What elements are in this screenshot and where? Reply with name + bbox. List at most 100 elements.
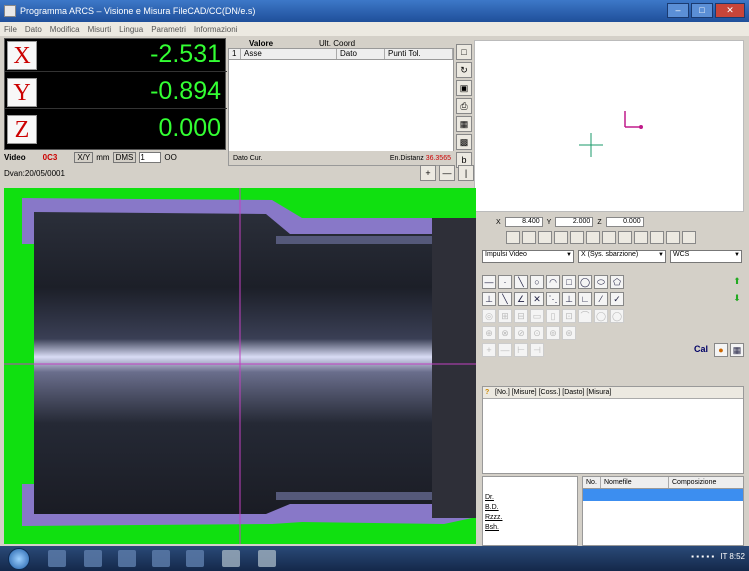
selected-row[interactable] (583, 489, 743, 501)
menu-modifica[interactable]: Modifica (49, 24, 80, 34)
xy-toggle[interactable]: X/Y (74, 151, 94, 163)
values-footer: Dato Cur. En.Distanz 36.3565 (229, 151, 455, 165)
text-icon[interactable]: b (456, 152, 472, 168)
play-icon[interactable] (506, 231, 520, 244)
grid-icon[interactable]: ▦ (456, 116, 472, 132)
current-data-label: Dato Cur. (233, 154, 263, 162)
input-mode-select[interactable]: Impulsi Video (482, 250, 574, 263)
prop-bsh[interactable]: Bsh. (485, 524, 500, 531)
circle-tool-icon[interactable]: ○ (530, 275, 544, 289)
view-label: Dvan:20/05/0001 (4, 168, 65, 178)
disabled-tool-9-icon: ◯ (610, 309, 624, 323)
perp-tool-icon[interactable]: ⊥ (482, 292, 496, 306)
tray-clock: IT 8:52 (720, 552, 745, 561)
camera-image[interactable] (4, 188, 476, 544)
record-icon[interactable]: ● (714, 343, 728, 357)
menu-informazioni[interactable]: Informazioni (193, 24, 238, 34)
oo-button[interactable]: OO (164, 152, 177, 162)
print-icon[interactable]: ⎙ (456, 98, 472, 114)
corner-tool-icon[interactable]: ∟ (578, 292, 592, 306)
prop-bd[interactable]: B.D. (485, 504, 499, 511)
z-axis-label[interactable]: Z (7, 115, 37, 144)
zoom-select[interactable]: 1 (139, 151, 162, 163)
taskbar-app-5-icon[interactable] (186, 550, 204, 567)
arrow-up-icon[interactable]: ⬆ (733, 276, 741, 286)
tray-icons[interactable]: ▪ ▪ ▪ ▪ ▪ (691, 552, 715, 561)
hline-tool-icon[interactable]: — (439, 165, 455, 181)
taskbar-app-6-icon[interactable] (222, 550, 240, 567)
slant-tool-icon[interactable]: ⁄ (594, 292, 608, 306)
dots-tool-icon[interactable]: ⋱ (546, 292, 560, 306)
x-axis-label[interactable]: X (7, 41, 37, 70)
ring-tool-icon[interactable]: ◯ (578, 275, 592, 289)
vline-tool-icon[interactable]: | (458, 165, 474, 181)
tee-tool-icon[interactable]: ⊥ (562, 292, 576, 306)
measure-toolbar (506, 231, 744, 245)
unit-label[interactable]: mm (96, 152, 110, 162)
arc-icon[interactable] (602, 231, 616, 244)
point-tool-icon[interactable]: · (498, 275, 512, 289)
stop-icon[interactable] (538, 231, 552, 244)
menu-misurti[interactable]: Misurti (87, 24, 112, 34)
square-tool-icon[interactable]: □ (562, 275, 576, 289)
save-icon[interactable]: ▣ (456, 80, 472, 96)
start-button[interactable] (8, 548, 30, 570)
coord-a-value[interactable]: 8.400 (504, 217, 543, 227)
cross-tool-icon[interactable]: ✕ (530, 292, 544, 306)
results-panel[interactable]: [No.] [Misure] [Coss.] [Dasto] [Misura] (482, 386, 744, 474)
reference-system-select[interactable]: X (Sys. sbarzione) (578, 250, 666, 263)
angle-tool-icon[interactable]: ∠ (514, 292, 528, 306)
step-icon[interactable] (522, 231, 536, 244)
back-icon[interactable] (554, 231, 568, 244)
table-icon[interactable]: ▦ (730, 343, 744, 357)
ellipse-tool-icon[interactable]: ⬭ (594, 275, 608, 289)
maximize-button[interactable]: □ (691, 3, 713, 18)
crosshair-tool-icon[interactable]: + (420, 165, 436, 181)
wcs-select[interactable]: WCS (670, 250, 742, 263)
angle-icon[interactable] (634, 231, 648, 244)
circle-icon[interactable] (586, 231, 600, 244)
poly-tool-icon[interactable]: ⬠ (610, 275, 624, 289)
cal-label[interactable]: Cal (693, 344, 708, 354)
menu-parametri[interactable]: Parametri (151, 24, 186, 34)
check-tool-icon[interactable]: ✓ (610, 292, 624, 306)
dms-toggle[interactable]: DMS (112, 151, 137, 163)
y-axis-label[interactable]: Y (7, 78, 37, 107)
taskbar-app-7-icon[interactable] (258, 550, 276, 567)
coord-b-value[interactable]: 2.000 (555, 217, 594, 227)
prop-dr[interactable]: Dr. (485, 494, 494, 501)
close-button[interactable]: ✕ (715, 3, 745, 18)
refresh-icon[interactable]: ↻ (456, 62, 472, 78)
properties-panel: Dr. B.D. Rzzz. Bsh. (482, 476, 578, 546)
new-icon[interactable]: □ (456, 44, 472, 60)
taskbar-app-3-icon[interactable] (118, 550, 136, 567)
taskbar-app-4-icon[interactable] (152, 550, 170, 567)
minimize-button[interactable]: – (667, 3, 689, 18)
mode-indicator[interactable]: 0C3 (42, 152, 58, 162)
col-punti: Punti Tol. (385, 49, 453, 59)
diag-tool-icon[interactable]: ╲ (498, 292, 512, 306)
disabled-tool-3-icon: ⊟ (514, 309, 528, 323)
taskbar-app-2-icon[interactable] (84, 550, 102, 567)
point-icon[interactable] (682, 231, 696, 244)
menu-lingua[interactable]: Lingua (119, 24, 144, 34)
menu-dato[interactable]: Dato (24, 24, 42, 34)
arrow-down-icon[interactable]: ⬇ (733, 293, 741, 303)
dro-row-x: X -2.531 (5, 39, 227, 72)
curve-icon[interactable] (666, 231, 680, 244)
segment-tool-icon[interactable]: ╲ (514, 275, 528, 289)
taskbar-app-1-icon[interactable] (48, 550, 66, 567)
video-label: Video (4, 152, 26, 162)
rect-icon[interactable] (618, 231, 632, 244)
coord-c-value[interactable]: 0.000 (605, 217, 644, 227)
monitor-icon[interactable]: ▩ (456, 134, 472, 150)
menu-file[interactable]: File (4, 24, 17, 34)
polyline-icon[interactable] (650, 231, 664, 244)
line-icon[interactable] (570, 231, 584, 244)
arc-tool-icon[interactable]: ◠ (546, 275, 560, 289)
preview-canvas (579, 111, 643, 157)
prop-rzzz[interactable]: Rzzz. (485, 514, 503, 521)
cad-preview[interactable] (474, 40, 744, 212)
line-tool-icon[interactable]: — (482, 275, 496, 289)
files-grid[interactable]: No. Nomefile Composizione (582, 476, 744, 546)
